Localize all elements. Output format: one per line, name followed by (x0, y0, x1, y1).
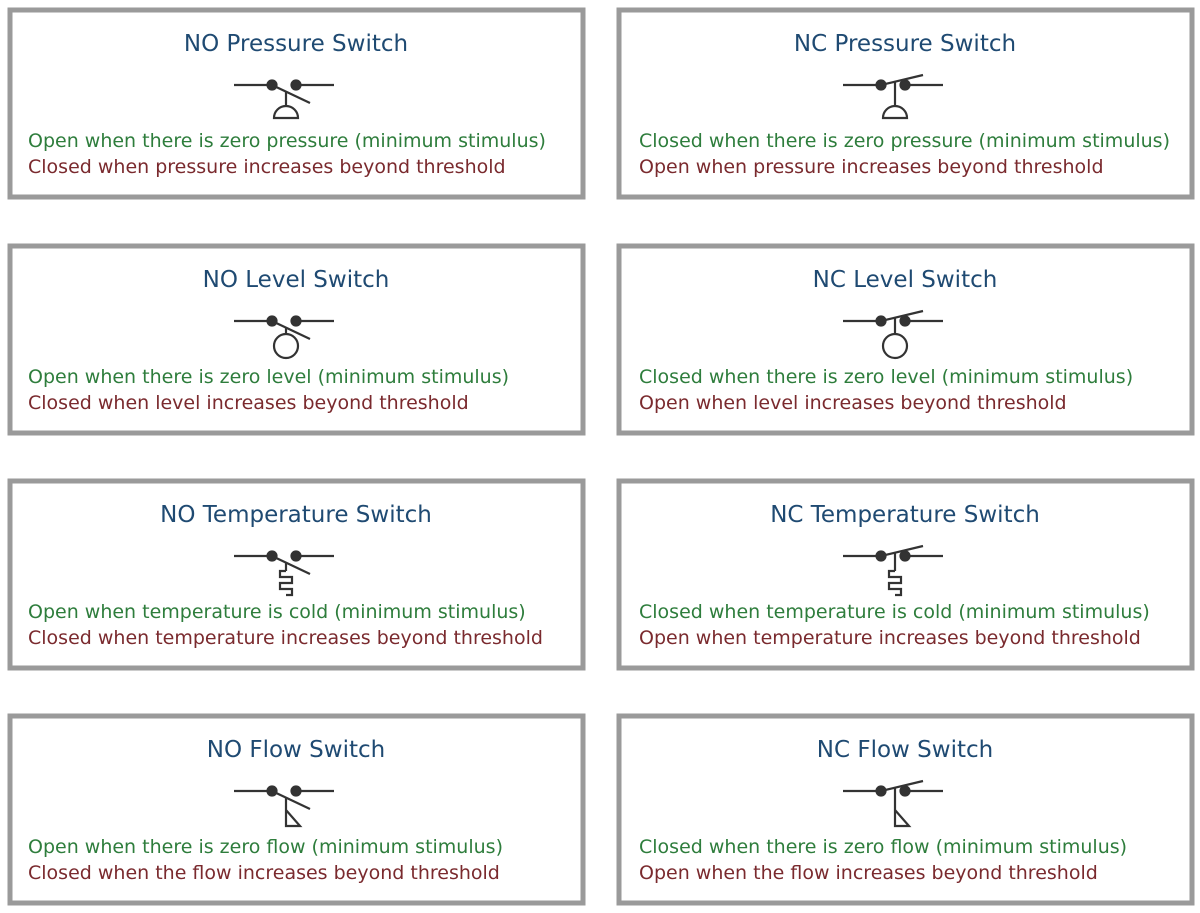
pressure-dome (272, 104, 300, 120)
level-float (881, 332, 909, 360)
switch-symbol (843, 544, 943, 597)
card-title: NC Temperature Switch (770, 502, 1040, 528)
card-title: NO Flow Switch (207, 737, 385, 763)
contact (290, 550, 302, 562)
blade (271, 84, 311, 104)
temp-element (887, 569, 903, 597)
open-condition: Closed when there is zero pressure (mini… (639, 130, 1170, 152)
switch-symbol (843, 73, 943, 120)
card-frame (616, 713, 1195, 906)
open-condition: Open when there is zero pressure (minimu… (28, 130, 546, 152)
card-frame (616, 478, 1195, 671)
open-condition: Closed when there is zero flow (minimum … (639, 836, 1127, 858)
card-frame (7, 713, 586, 906)
switch-card: NC Level Switch Closed when there is zero… (616, 243, 1195, 436)
blade (271, 320, 311, 340)
closed-condition: Open when temperature increases beyond t… (639, 627, 1141, 649)
contact (290, 785, 302, 797)
switch-symbol (234, 79, 334, 120)
blade (880, 544, 924, 558)
card-title: NO Pressure Switch (184, 31, 408, 57)
open-condition: Open when temperature is cold (minimum s… (28, 601, 526, 623)
switch-symbol (234, 785, 334, 828)
switch-symbol (234, 315, 334, 360)
switch-symbol (843, 779, 943, 828)
closed-condition: Closed when level increases beyond thres… (28, 392, 469, 414)
closed-condition: Closed when temperature increases beyond… (28, 627, 543, 649)
contact (899, 785, 911, 797)
card-frame (616, 7, 1195, 200)
open-condition: Closed when temperature is cold (minimum… (639, 601, 1150, 623)
switch-card: NC Flow Switch Closed when there is zero … (616, 713, 1195, 906)
open-condition: Open when there is zero flow (minimum st… (28, 836, 503, 858)
card-title: NC Pressure Switch (794, 31, 1016, 57)
blade (271, 555, 311, 575)
switch-card: NO Level Switch Open when there is zero l… (7, 243, 586, 436)
closed-condition: Open when pressure increases beyond thre… (639, 156, 1104, 178)
blade (880, 779, 924, 793)
switch-card: NC Pressure Switch Closed when there is z… (616, 7, 1195, 200)
card-title: NO Level Switch (203, 267, 390, 293)
open-condition: Open when there is zero level (minimum s… (28, 366, 509, 388)
switch-symbol (234, 550, 334, 597)
switch-symbol (843, 309, 943, 360)
switch-card: NO Pressure Switch Open when there is zer… (7, 7, 586, 200)
temp-element (278, 569, 294, 597)
blade (880, 309, 924, 323)
card-frame (7, 478, 586, 671)
switch-card: NO Flow Switch Open when there is zero fl… (7, 713, 586, 906)
switch-card: NO Temperature Switch Open when temperatu… (7, 478, 586, 671)
closed-condition: Closed when the flow increases beyond th… (28, 862, 500, 884)
contact (290, 79, 302, 91)
closed-condition: Closed when pressure increases beyond th… (28, 156, 506, 178)
contact (899, 79, 911, 91)
contact (899, 550, 911, 562)
blade (880, 73, 924, 87)
pressure-dome (881, 104, 909, 120)
card-frame (7, 7, 586, 200)
card-title: NO Temperature Switch (160, 502, 432, 528)
level-float (272, 332, 300, 360)
open-condition: Closed when there is zero level (minimum… (639, 366, 1133, 388)
contact (899, 315, 911, 327)
flow-flag (893, 788, 912, 828)
blade (271, 790, 311, 810)
flow-flag (284, 798, 303, 828)
closed-condition: Open when level increases beyond thresho… (639, 392, 1067, 414)
switch-card: NC Temperature Switch Closed when tempera… (616, 478, 1195, 671)
closed-condition: Open when the flow increases beyond thre… (639, 862, 1098, 884)
card-title: NC Flow Switch (817, 737, 993, 763)
contact (290, 315, 302, 327)
card-title: NC Level Switch (813, 267, 998, 293)
